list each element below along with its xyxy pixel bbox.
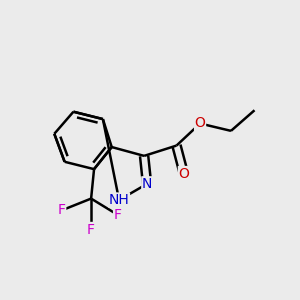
Text: O: O [195, 116, 206, 130]
Text: N: N [142, 177, 152, 191]
Text: O: O [178, 167, 189, 181]
Text: F: F [114, 208, 122, 222]
Text: F: F [87, 223, 95, 236]
Text: NH: NH [109, 193, 130, 207]
Text: F: F [58, 203, 66, 218]
